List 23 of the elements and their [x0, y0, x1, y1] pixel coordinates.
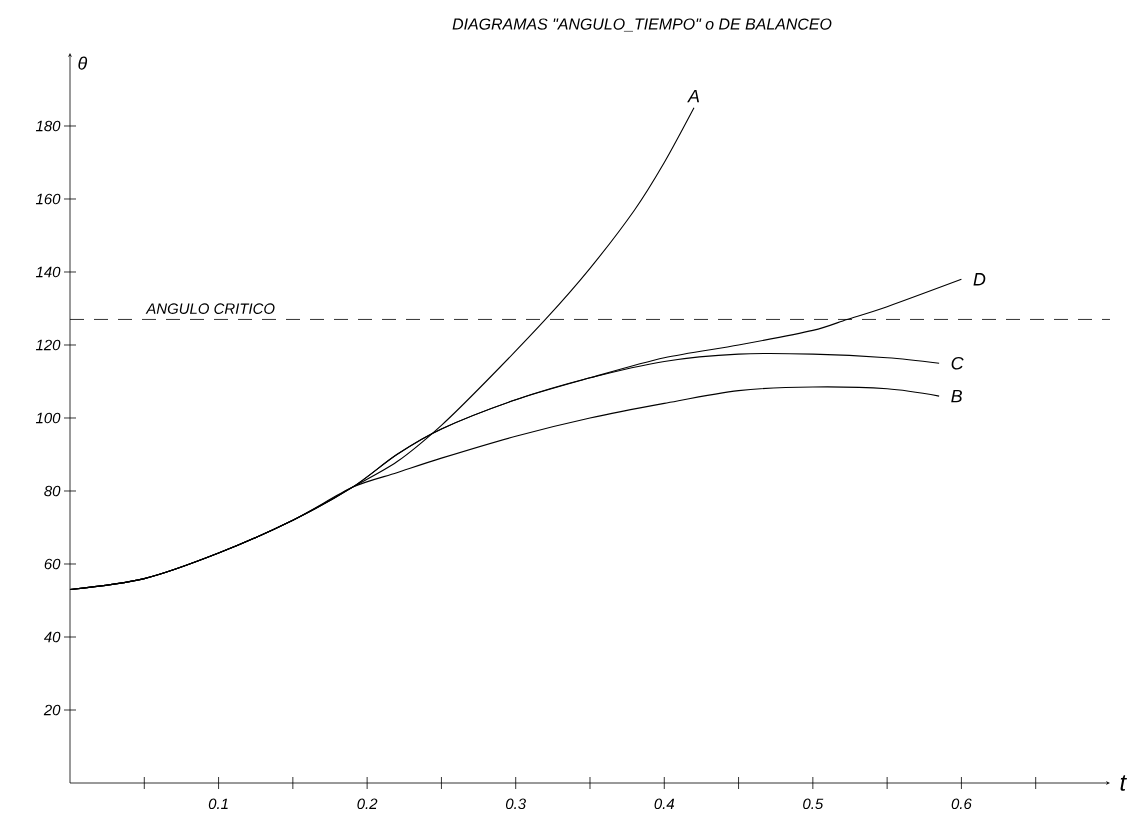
series-label: C [951, 356, 964, 370]
series-label: D [973, 273, 986, 286]
x-tick-label: 0.1 [208, 798, 228, 810]
y-tick-label: 80 [44, 485, 61, 497]
ref-line-label: ANGULO CRITICO [145, 303, 275, 314]
x-tick-label: 0.2 [357, 798, 378, 810]
series-label: A [687, 89, 700, 103]
y-tick-label: 140 [35, 266, 61, 278]
y-tick-label: 20 [43, 704, 61, 716]
y-tick-label: 40 [43, 631, 61, 643]
x-tick-label: 0.6 [951, 798, 972, 810]
y-tick-label: 120 [35, 339, 61, 351]
y-tick-label: 180 [35, 120, 61, 132]
series-label: B [951, 389, 962, 403]
x-tick-label: 0.4 [654, 798, 675, 810]
chart-title: DIAGRAMAS "ANGULO_TIEMPO" o DE BALANCEO [452, 18, 832, 32]
x-tick-label: 0.5 [803, 798, 824, 810]
x-tick-label: 0.3 [505, 798, 526, 810]
y-axis-title: θ [78, 56, 88, 70]
y-tick-label: 160 [35, 193, 61, 205]
x-axis-title: t [1120, 775, 1127, 791]
y-tick-label: 100 [35, 412, 61, 424]
y-tick-label: 60 [44, 558, 61, 570]
